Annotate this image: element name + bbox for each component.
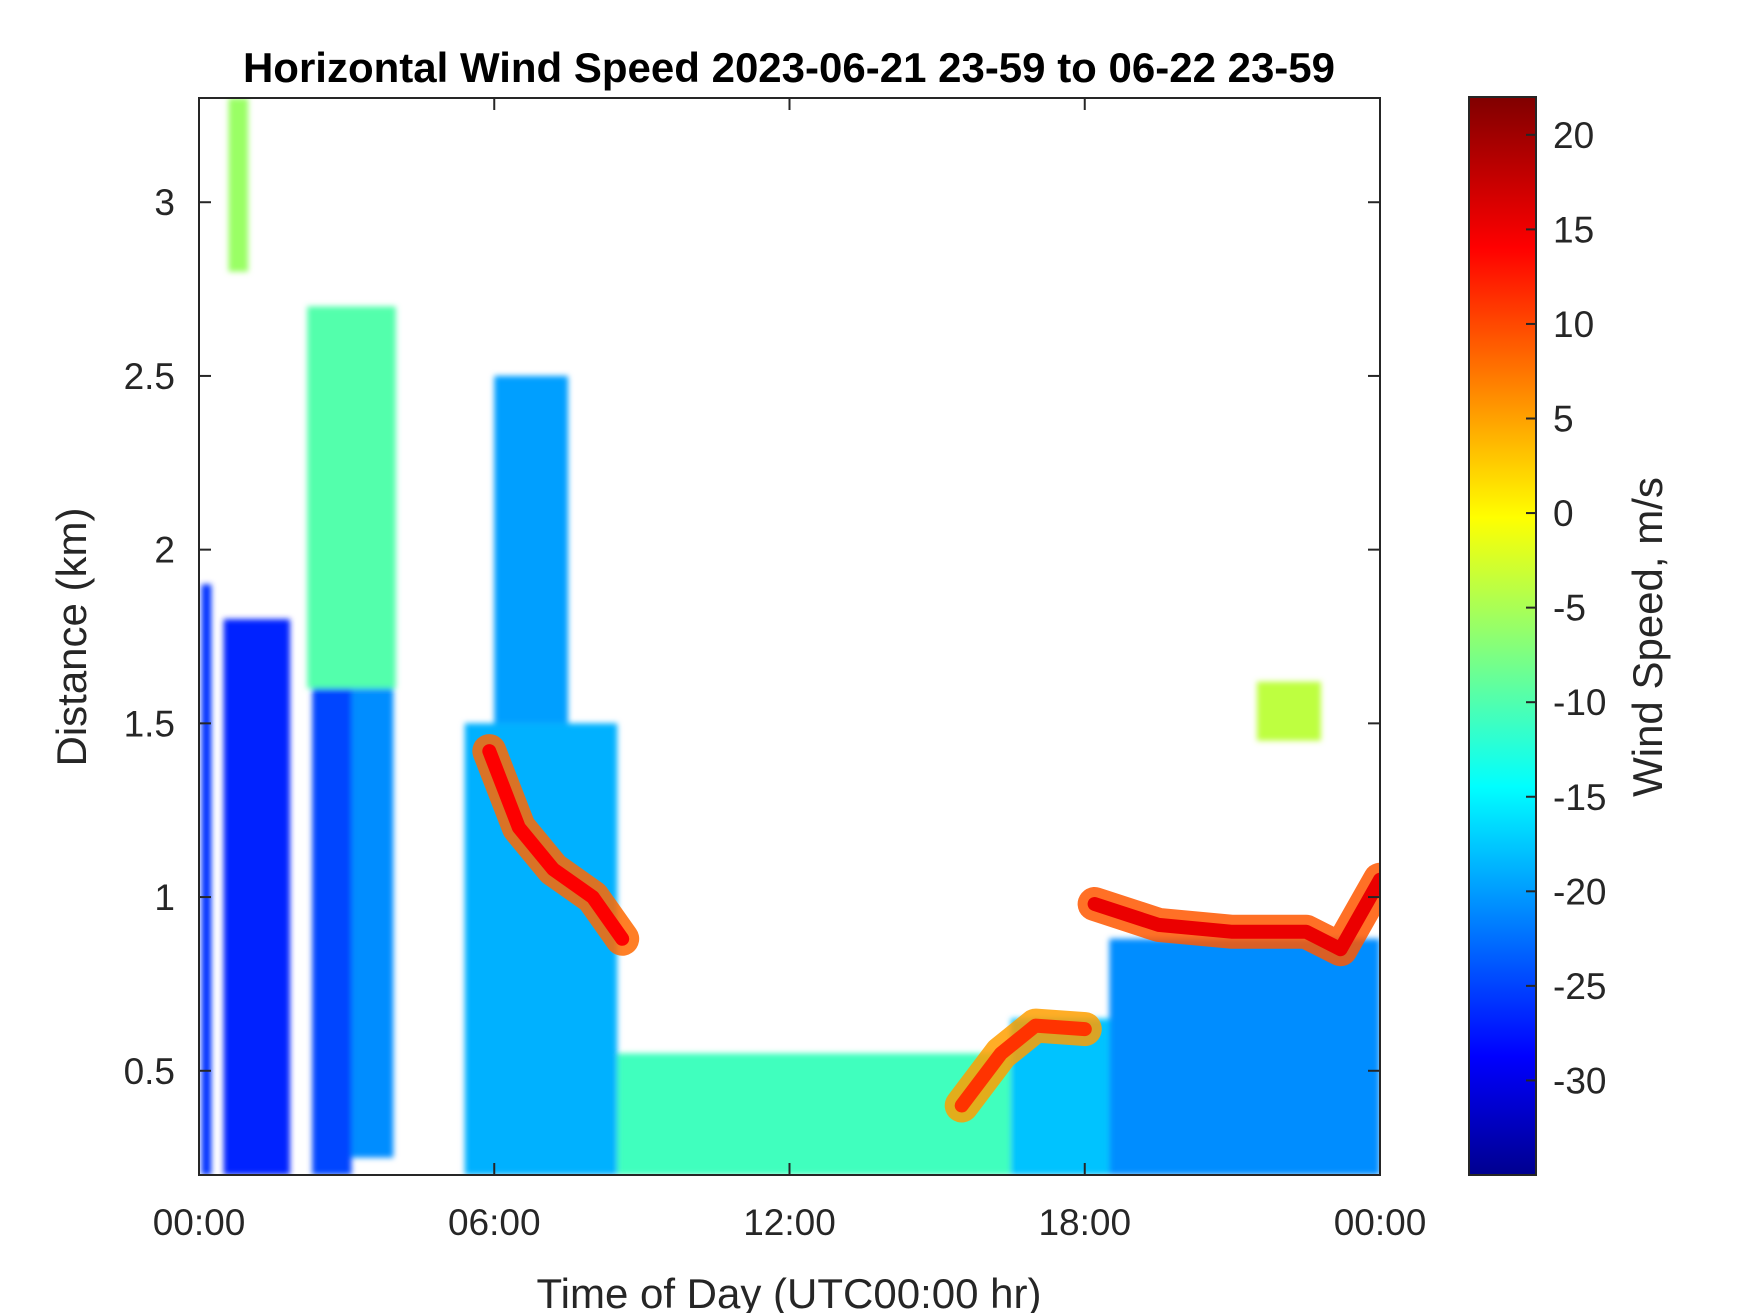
plot-area [201, 98, 1380, 1175]
heatmap-jet-morning-jet [482, 744, 630, 946]
x-axis: 00:00 06:00 12:00 18:00 00:00 [153, 98, 1427, 1243]
colorbar-tick-label: 5 [1553, 399, 1574, 440]
colorbar-tick-label: -25 [1553, 966, 1606, 1007]
chart-title: Horizontal Wind Speed 2023-06-21 23-59 t… [243, 44, 1335, 91]
heatmap-region-upper-speckle [228, 98, 249, 272]
colorbar [1468, 96, 1537, 1176]
colorbar-label: Wind Speed, m/s [1624, 477, 1671, 797]
heatmap-region-early-column-3 [312, 653, 352, 1175]
colorbar-ticks: 20 15 10 5 0 -5 -10 -15 -20 -25 -30 [1526, 115, 1606, 1101]
heatmap-region-early-column-4 [351, 636, 394, 1158]
x-tick-label: 00:00 [153, 1202, 246, 1243]
heatmap-regions [201, 98, 1380, 1175]
y-tick-label: 1 [154, 877, 175, 918]
colorbar-tick-label: -5 [1553, 588, 1586, 629]
y-tick-label: 1.5 [124, 703, 175, 744]
heatmap-jet-afternoon-jet [954, 1018, 1092, 1113]
x-tick-label: 06:00 [448, 1202, 541, 1243]
y-tick-label: 2.5 [124, 356, 175, 397]
colorbar-tick-label: 15 [1553, 209, 1594, 250]
colorbar-tick-label: -15 [1553, 777, 1606, 818]
heatmap-region-evening-cloud [1256, 681, 1321, 741]
colorbar-tick-label: 10 [1553, 304, 1594, 345]
x-tick-label: 18:00 [1038, 1202, 1131, 1243]
heatmap-region-mid-level-plume [307, 306, 396, 689]
colorbar-tick-label: -20 [1553, 871, 1606, 912]
heatmap-jet-evening-jet [1087, 872, 1380, 957]
heatmap-region-early-column-1 [201, 584, 212, 1175]
heatmap-region-daytime-low [617, 1053, 1011, 1175]
y-axis-label: Distance (km) [48, 507, 95, 766]
colorbar-tick-label: 0 [1553, 493, 1574, 534]
heatmap-region-early-column-2 [223, 619, 291, 1175]
y-tick-label: 0.5 [124, 1051, 175, 1092]
colorbar-tick-label: 20 [1553, 115, 1594, 156]
x-tick-label: 12:00 [743, 1202, 836, 1243]
x-axis-label: Time of Day (UTC00:00 hr) [537, 1270, 1042, 1313]
y-axis: 0.5 1 1.5 2 2.5 3 [124, 182, 1380, 1092]
heatmap-region-evening-block [1109, 938, 1380, 1175]
colorbar-tick-label: -30 [1553, 1060, 1606, 1101]
heatmap-jets [472, 734, 1380, 1123]
x-tick-label: 00:00 [1334, 1202, 1427, 1243]
colorbar-tick-label: -10 [1553, 682, 1606, 723]
heatmap-region-morning-upper [494, 375, 569, 724]
y-tick-label: 3 [154, 182, 175, 223]
y-tick-label: 2 [154, 530, 175, 571]
